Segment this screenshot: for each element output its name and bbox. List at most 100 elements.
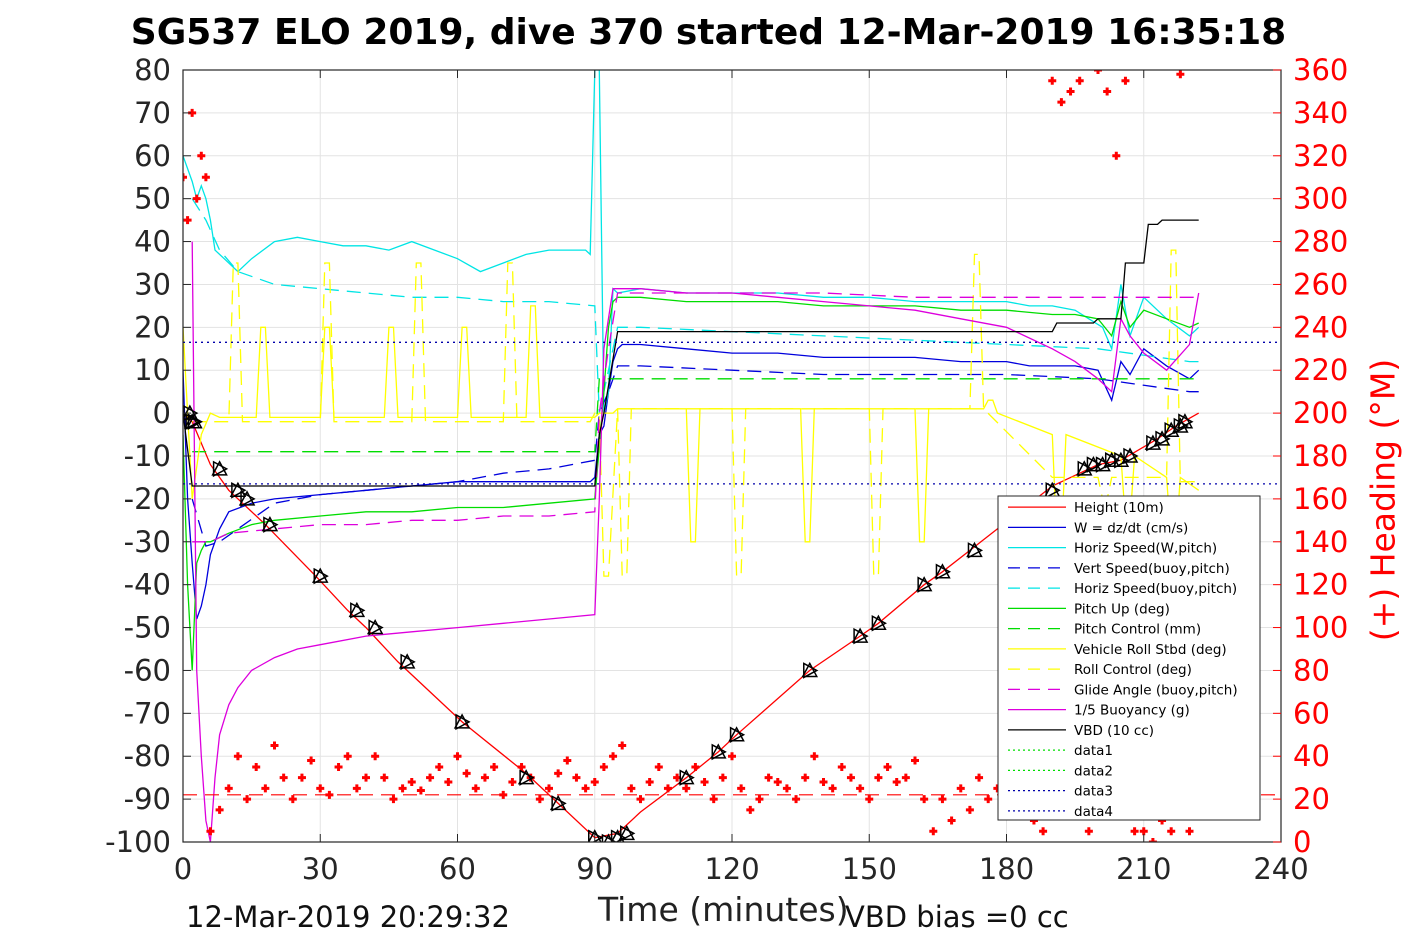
heading-marker: [362, 773, 370, 782]
x-tick-label: 240: [1253, 852, 1308, 886]
triangle-marker: [1123, 447, 1139, 465]
series-line-glide-angle-buoy-pitch: [192, 292, 1199, 543]
triangle-marker: [313, 567, 329, 585]
triangle-marker: [1146, 434, 1162, 452]
legend-label-roll-control-deg: Roll Control (deg): [1074, 662, 1192, 678]
heading-marker: [856, 784, 865, 793]
heading-marker: [883, 762, 892, 771]
heading-marker: [691, 762, 700, 771]
heading-marker: [261, 784, 270, 793]
heading-marker: [407, 777, 416, 786]
triangle-marker: [1077, 460, 1093, 478]
triangle-marker: [1121, 447, 1139, 463]
triangle-marker: [610, 829, 627, 842]
footer-timestamp: 12-Mar-2019 20:29:32: [186, 900, 510, 934]
heading-marker: [1048, 76, 1057, 85]
triangle-marker: [1178, 413, 1194, 430]
y-tick-label: -30: [124, 525, 171, 559]
heading-marker: [490, 762, 499, 771]
triangle-marker: [935, 563, 952, 581]
heading-marker: [545, 784, 553, 793]
heading-marker: [892, 777, 901, 786]
y-tick-label: -40: [124, 568, 171, 602]
ticks-group: 0 30 60 90 120 150 180 210 24080706050403020100-…: [105, 53, 1348, 886]
heading-marker: [307, 756, 316, 765]
triangle-marker: [348, 601, 366, 618]
heading-marker: [279, 773, 288, 782]
heading-marker: [581, 784, 590, 793]
heading-marker: [1066, 87, 1075, 96]
y2-tick-label: 220: [1293, 353, 1348, 387]
y-tick-label: 70: [134, 96, 171, 130]
x-tick-label: 90: [576, 852, 613, 886]
heading-marker: [554, 769, 563, 778]
heading-marker: [325, 790, 334, 799]
triangle-marker: [366, 618, 384, 635]
heading-marker: [627, 784, 636, 793]
y2-tick-label: 340: [1293, 96, 1348, 130]
heading-marker: [956, 784, 965, 793]
triangle-marker: [1095, 456, 1112, 473]
heading-marker: [654, 762, 663, 771]
heading-marker: [810, 752, 819, 761]
legend-label-pitch-up-deg: Pitch Up (deg): [1074, 601, 1170, 617]
heading-marker: [947, 816, 956, 825]
x-tick-label: 30: [302, 852, 339, 886]
y2-tick-label: 120: [1293, 568, 1348, 602]
triangle-marker: [620, 825, 636, 842]
series-group: [183, 70, 1281, 842]
legend-label-1-5-buoyancy-g: 1/5 Buoyancy (g): [1074, 703, 1190, 719]
triangle-marker: [368, 619, 384, 636]
heading-marker: [297, 773, 306, 782]
y-tick-label: 10: [134, 353, 171, 387]
x-tick-label: 60: [439, 852, 476, 886]
triangle-marker: [311, 567, 329, 583]
series-line-vbd-10-cc: [183, 219, 1199, 487]
triangle-marker: [187, 413, 204, 430]
triangle-marker: [398, 653, 416, 669]
y2-tick-label: 240: [1293, 310, 1348, 344]
x-tick-label: 180: [979, 852, 1034, 886]
legend-label-glide-angle-buoy-pitch: Glide Angle (buoy,pitch): [1074, 682, 1238, 698]
legend-label-data3: data3: [1074, 784, 1113, 800]
heading-marker: [416, 786, 425, 795]
triangle-marker: [587, 829, 602, 842]
triangle-marker: [1164, 422, 1180, 439]
heading-marker: [764, 773, 773, 782]
heading-marker: [663, 784, 672, 793]
heading-marker: [792, 795, 801, 804]
legend-label-vehicle-roll-stbd-deg: Vehicle Roll Stbd (deg): [1074, 642, 1227, 658]
heading-marker: [471, 784, 480, 793]
triangle-marker: [803, 662, 819, 679]
heading-marker: [183, 173, 187, 182]
legend-label-data1: data1: [1074, 743, 1113, 759]
triangle-marker: [728, 726, 745, 742]
triangle-marker: [871, 615, 887, 632]
series-line-vert-speed-buoy-pitch: [191, 365, 1199, 547]
heading-marker: [709, 795, 718, 804]
heading-marker: [1084, 827, 1093, 836]
heading-marker: [746, 805, 755, 814]
y2-tick-label: 140: [1293, 525, 1348, 559]
y-tick-label: 0: [153, 396, 171, 430]
y-tick-label: 30: [134, 267, 171, 301]
heading-marker: [535, 795, 544, 804]
heading-marker: [773, 777, 782, 786]
heading-marker: [270, 741, 279, 750]
y-tick-label: -60: [124, 653, 171, 687]
y2-tick-label: 200: [1293, 396, 1348, 430]
heading-marker: [1139, 827, 1148, 836]
y-tick-label: -100: [105, 825, 171, 859]
heading-marker: [1185, 827, 1194, 836]
heading-marker: [224, 784, 233, 793]
triangle-marker: [851, 627, 869, 643]
triangle-marker: [967, 542, 984, 559]
legend-label-w-dz-dt-cm-s: W = dz/dt (cm/s): [1074, 520, 1188, 536]
y2-tick-label: 280: [1293, 225, 1348, 259]
triangle-marker: [212, 460, 229, 478]
triangle-marker: [1176, 413, 1194, 429]
heading-marker: [206, 827, 215, 836]
triangle-marker: [519, 769, 535, 786]
y-tick-label: -10: [124, 439, 171, 473]
triangle-marker: [915, 576, 933, 592]
